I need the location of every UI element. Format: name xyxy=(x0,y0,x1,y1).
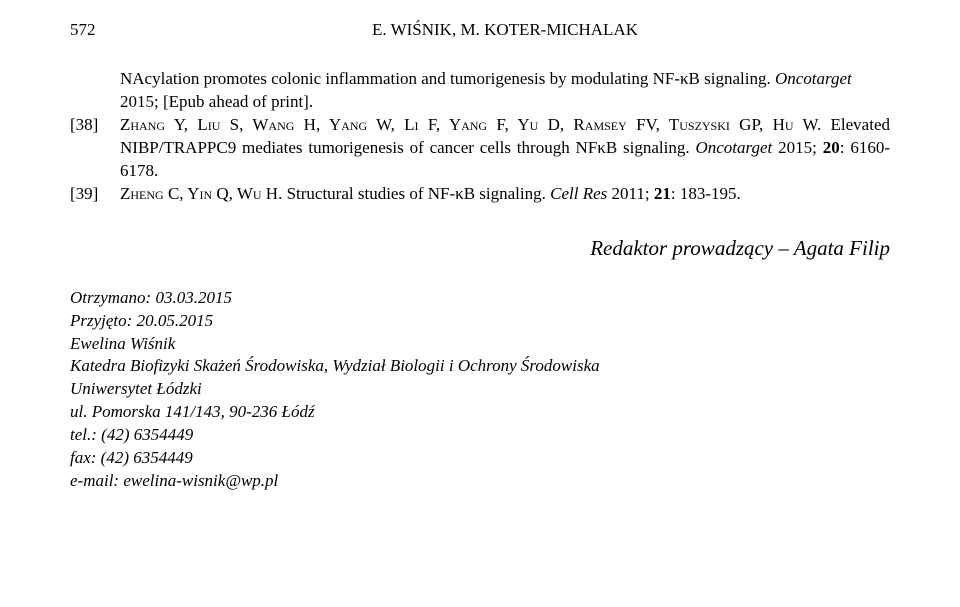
ref-39-authors: Zheng C, Yin Q, Wu H. xyxy=(120,184,282,203)
footer-block: Otrzymano: 03.03.2015 Przyjęto: 20.05.20… xyxy=(70,287,890,493)
footer-address: ul. Pomorska 141/143, 90-236 Łódź xyxy=(70,401,890,424)
footer-email: e-mail: ewelina-wisnik@wp.pl xyxy=(70,470,890,493)
editor-line: Redaktor prowadzący – Agata Filip xyxy=(70,236,890,261)
ref-pre-journal: Oncotarget xyxy=(775,69,852,88)
ref-39-text-a: Structural studies of NF-κB signaling. xyxy=(282,184,550,203)
ref-pre-text-b: 2015; [Epub ahead of print]. xyxy=(120,92,313,111)
ref-pre-text-a: NAcylation promotes colonic inflammation… xyxy=(120,69,775,88)
ref-38-authors: Zhang Y, Liu S, Wang H, Yang W, Li F, Ya… xyxy=(120,115,821,134)
ref-38-vol: 20 xyxy=(823,138,840,157)
ref-38-journal: Oncotarget xyxy=(695,138,772,157)
footer-fax: fax: (42) 6354449 xyxy=(70,447,890,470)
ref-39-text-c: : 183-195. xyxy=(671,184,741,203)
header-authors: E. WIŚNIK, M. KOTER-MICHALAK xyxy=(120,20,890,40)
ref-38-text-b: 2015; xyxy=(772,138,822,157)
ref-39-journal: Cell Res xyxy=(550,184,607,203)
ref-39-vol: 21 xyxy=(654,184,671,203)
reference-38: [38] Zhang Y, Liu S, Wang H, Yang W, Li … xyxy=(70,114,890,183)
ref-39-number: [39] xyxy=(70,183,120,206)
ref-38-number: [38] xyxy=(70,114,120,183)
reference-continuation: NAcylation promotes colonic inflammation… xyxy=(70,68,890,114)
ref-39-text-b: 2011; xyxy=(607,184,654,203)
reference-39: [39] Zheng C, Yin Q, Wu H. Structural st… xyxy=(70,183,890,206)
page-number: 572 xyxy=(70,20,120,40)
page-header: 572 E. WIŚNIK, M. KOTER-MICHALAK xyxy=(70,20,890,40)
footer-author: Ewelina Wiśnik xyxy=(70,333,890,356)
footer-received: Otrzymano: 03.03.2015 xyxy=(70,287,890,310)
footer-university: Uniwersytet Łódzki xyxy=(70,378,890,401)
footer-tel: tel.: (42) 6354449 xyxy=(70,424,890,447)
footer-affiliation: Katedra Biofizyki Skażeń Środowiska, Wyd… xyxy=(70,355,890,378)
footer-accepted: Przyjęto: 20.05.2015 xyxy=(70,310,890,333)
